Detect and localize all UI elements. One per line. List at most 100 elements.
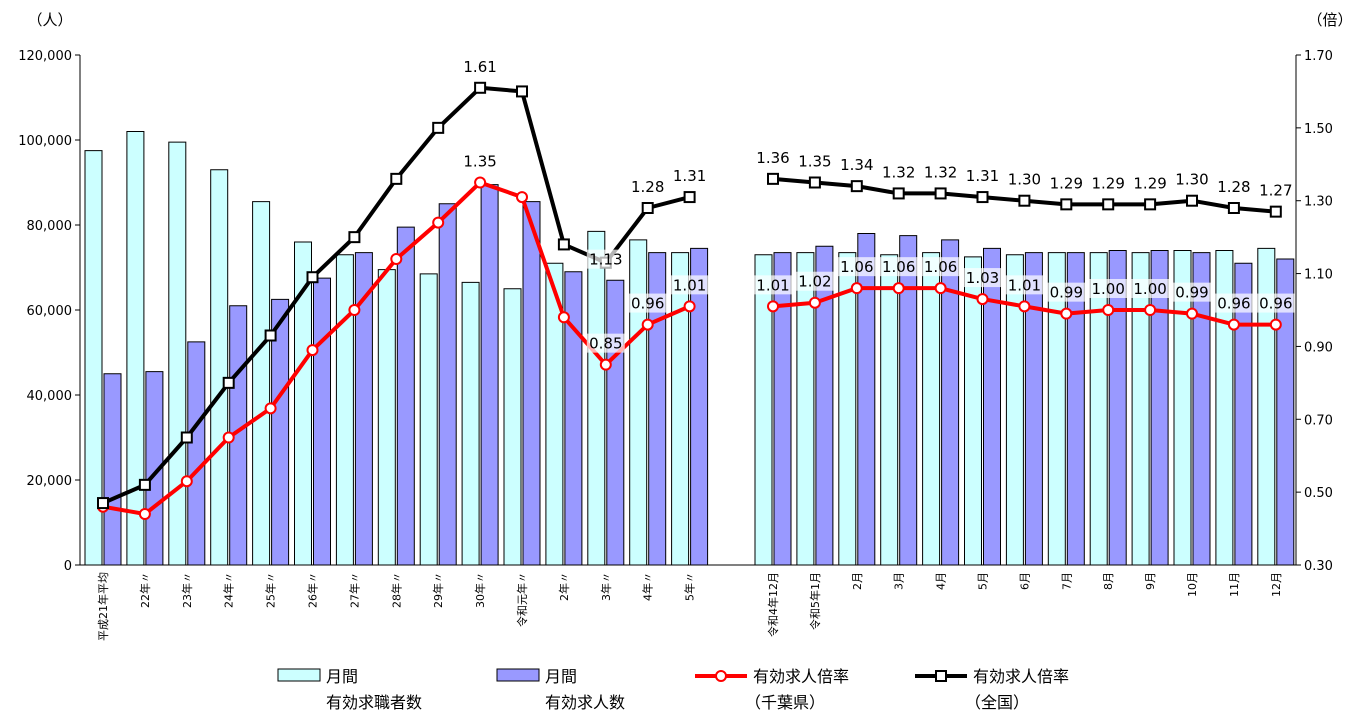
left-tick-label: 0 [64, 559, 72, 574]
legend-swatch [277, 668, 321, 682]
marker-chiba [1186, 307, 1198, 320]
category-label: 27年〃 [347, 572, 361, 608]
marker-chiba [432, 216, 445, 229]
marker-chiba [599, 358, 612, 371]
left-tick-label: 20,000 [27, 474, 73, 489]
marker-national [892, 187, 905, 200]
bar-job-openings [606, 279, 625, 566]
bar-job-seekers [126, 131, 145, 566]
marker-chiba [1060, 307, 1073, 320]
label-chiba: 1.35 [463, 153, 496, 171]
label-chiba-bg [837, 257, 876, 277]
marker-chiba [264, 402, 277, 415]
marker-national [138, 478, 151, 491]
bar-job-seekers [294, 241, 312, 566]
category-label: 4年〃 [641, 572, 655, 601]
label-chiba: 0.99 [1050, 284, 1083, 302]
category-label: 24年〃 [222, 572, 236, 608]
bar-job-seekers [964, 256, 982, 566]
label-national-bg [1256, 180, 1295, 200]
left-tick-label: 80,000 [27, 219, 73, 234]
legend-label-line1: 有効求人倍率 [753, 667, 849, 686]
category-label: 5月 [977, 572, 990, 590]
label-chiba-bg [963, 268, 1002, 288]
category-label: 平成21年平均 [96, 572, 110, 641]
category-label: 9月 [1144, 572, 1157, 590]
label-national: 1.30 [1175, 171, 1208, 189]
label-chiba: 1.01 [1008, 276, 1041, 294]
label-chiba: 0.96 [1217, 295, 1250, 313]
label-national-bg [879, 162, 918, 182]
marker-national [934, 187, 947, 200]
label-national-bg [754, 147, 792, 167]
category-label: 29年〃 [431, 572, 445, 608]
label-national-bg [586, 249, 625, 269]
bar-job-seekers [1131, 252, 1150, 566]
line-series [97, 81, 1282, 520]
marker-chiba [1144, 304, 1157, 316]
label-chiba: 0.96 [631, 295, 664, 313]
legend-label-line2: （千葉県） [745, 693, 825, 712]
bar-job-openings [187, 341, 206, 566]
label-national-bg [1005, 169, 1044, 189]
bar-job-seekers [377, 269, 396, 566]
marker-national [1227, 202, 1240, 214]
label-chiba: 1.01 [756, 276, 789, 294]
bar-job-seekers [1005, 254, 1024, 566]
legend-label-line1: 有効求人倍率 [973, 667, 1069, 686]
bar-job-openings [1108, 250, 1127, 566]
right-tick-label: 1.50 [1304, 122, 1333, 137]
bar-job-openings [1150, 250, 1169, 566]
category-label: 28年〃 [389, 572, 403, 608]
legend-label-line1: 月間 [326, 667, 358, 686]
left-axis-unit: （人） [27, 11, 72, 29]
label-national-bg [670, 166, 709, 186]
data-labels: 1.61 1.13 1.28 1.31 1.36 1.35 1.34 1.32 1.32 1.31… [461, 56, 1295, 353]
label-chiba-bg [921, 257, 960, 277]
category-label: 11月 [1228, 572, 1241, 597]
bar-job-openings [103, 373, 122, 566]
label-national: 1.61 [463, 58, 496, 76]
label-chiba: 1.01 [673, 276, 706, 294]
marker-chiba [641, 318, 654, 331]
bar-job-openings [396, 226, 415, 566]
marker-chiba [1018, 300, 1031, 313]
category-label: 6月 [1018, 572, 1031, 590]
legend-label-line1: 月間 [545, 667, 577, 686]
marker-national [264, 329, 277, 342]
label-national-bg [628, 177, 667, 196]
label-national-bg [1173, 169, 1211, 189]
category-label: 5年〃 [683, 572, 697, 601]
left-tick-label: 100,000 [18, 134, 72, 149]
marker-chiba [474, 176, 487, 189]
label-chiba-bg [1173, 282, 1211, 302]
bar-job-seekers [1173, 250, 1192, 566]
label-chiba-bg [586, 333, 625, 353]
bar-job-openings [313, 277, 331, 566]
marker-national [306, 271, 319, 284]
category-label: 7月 [1060, 572, 1073, 590]
label-national: 1.31 [966, 167, 999, 185]
bar-job-seekers [461, 281, 480, 566]
bar-job-openings [1276, 258, 1295, 566]
legend-swatch [496, 668, 540, 682]
label-chiba: 1.06 [840, 258, 873, 276]
legend-marker [935, 670, 947, 682]
right-tick-label: 0.30 [1304, 559, 1333, 574]
label-national-bg [795, 151, 834, 171]
marker-chiba [850, 282, 863, 295]
bar-job-seekers [922, 252, 941, 566]
bar-job-openings [1066, 252, 1085, 566]
bar-job-seekers [587, 230, 606, 566]
bar-job-seekers [335, 254, 354, 566]
marker-national [976, 191, 989, 204]
bar-job-openings [941, 239, 960, 566]
bar-job-seekers [754, 254, 773, 566]
label-national: 1.32 [924, 163, 957, 181]
label-chiba: 0.85 [589, 335, 622, 353]
right-tick-label: 0.50 [1304, 486, 1333, 501]
marker-chiba [1269, 318, 1282, 331]
